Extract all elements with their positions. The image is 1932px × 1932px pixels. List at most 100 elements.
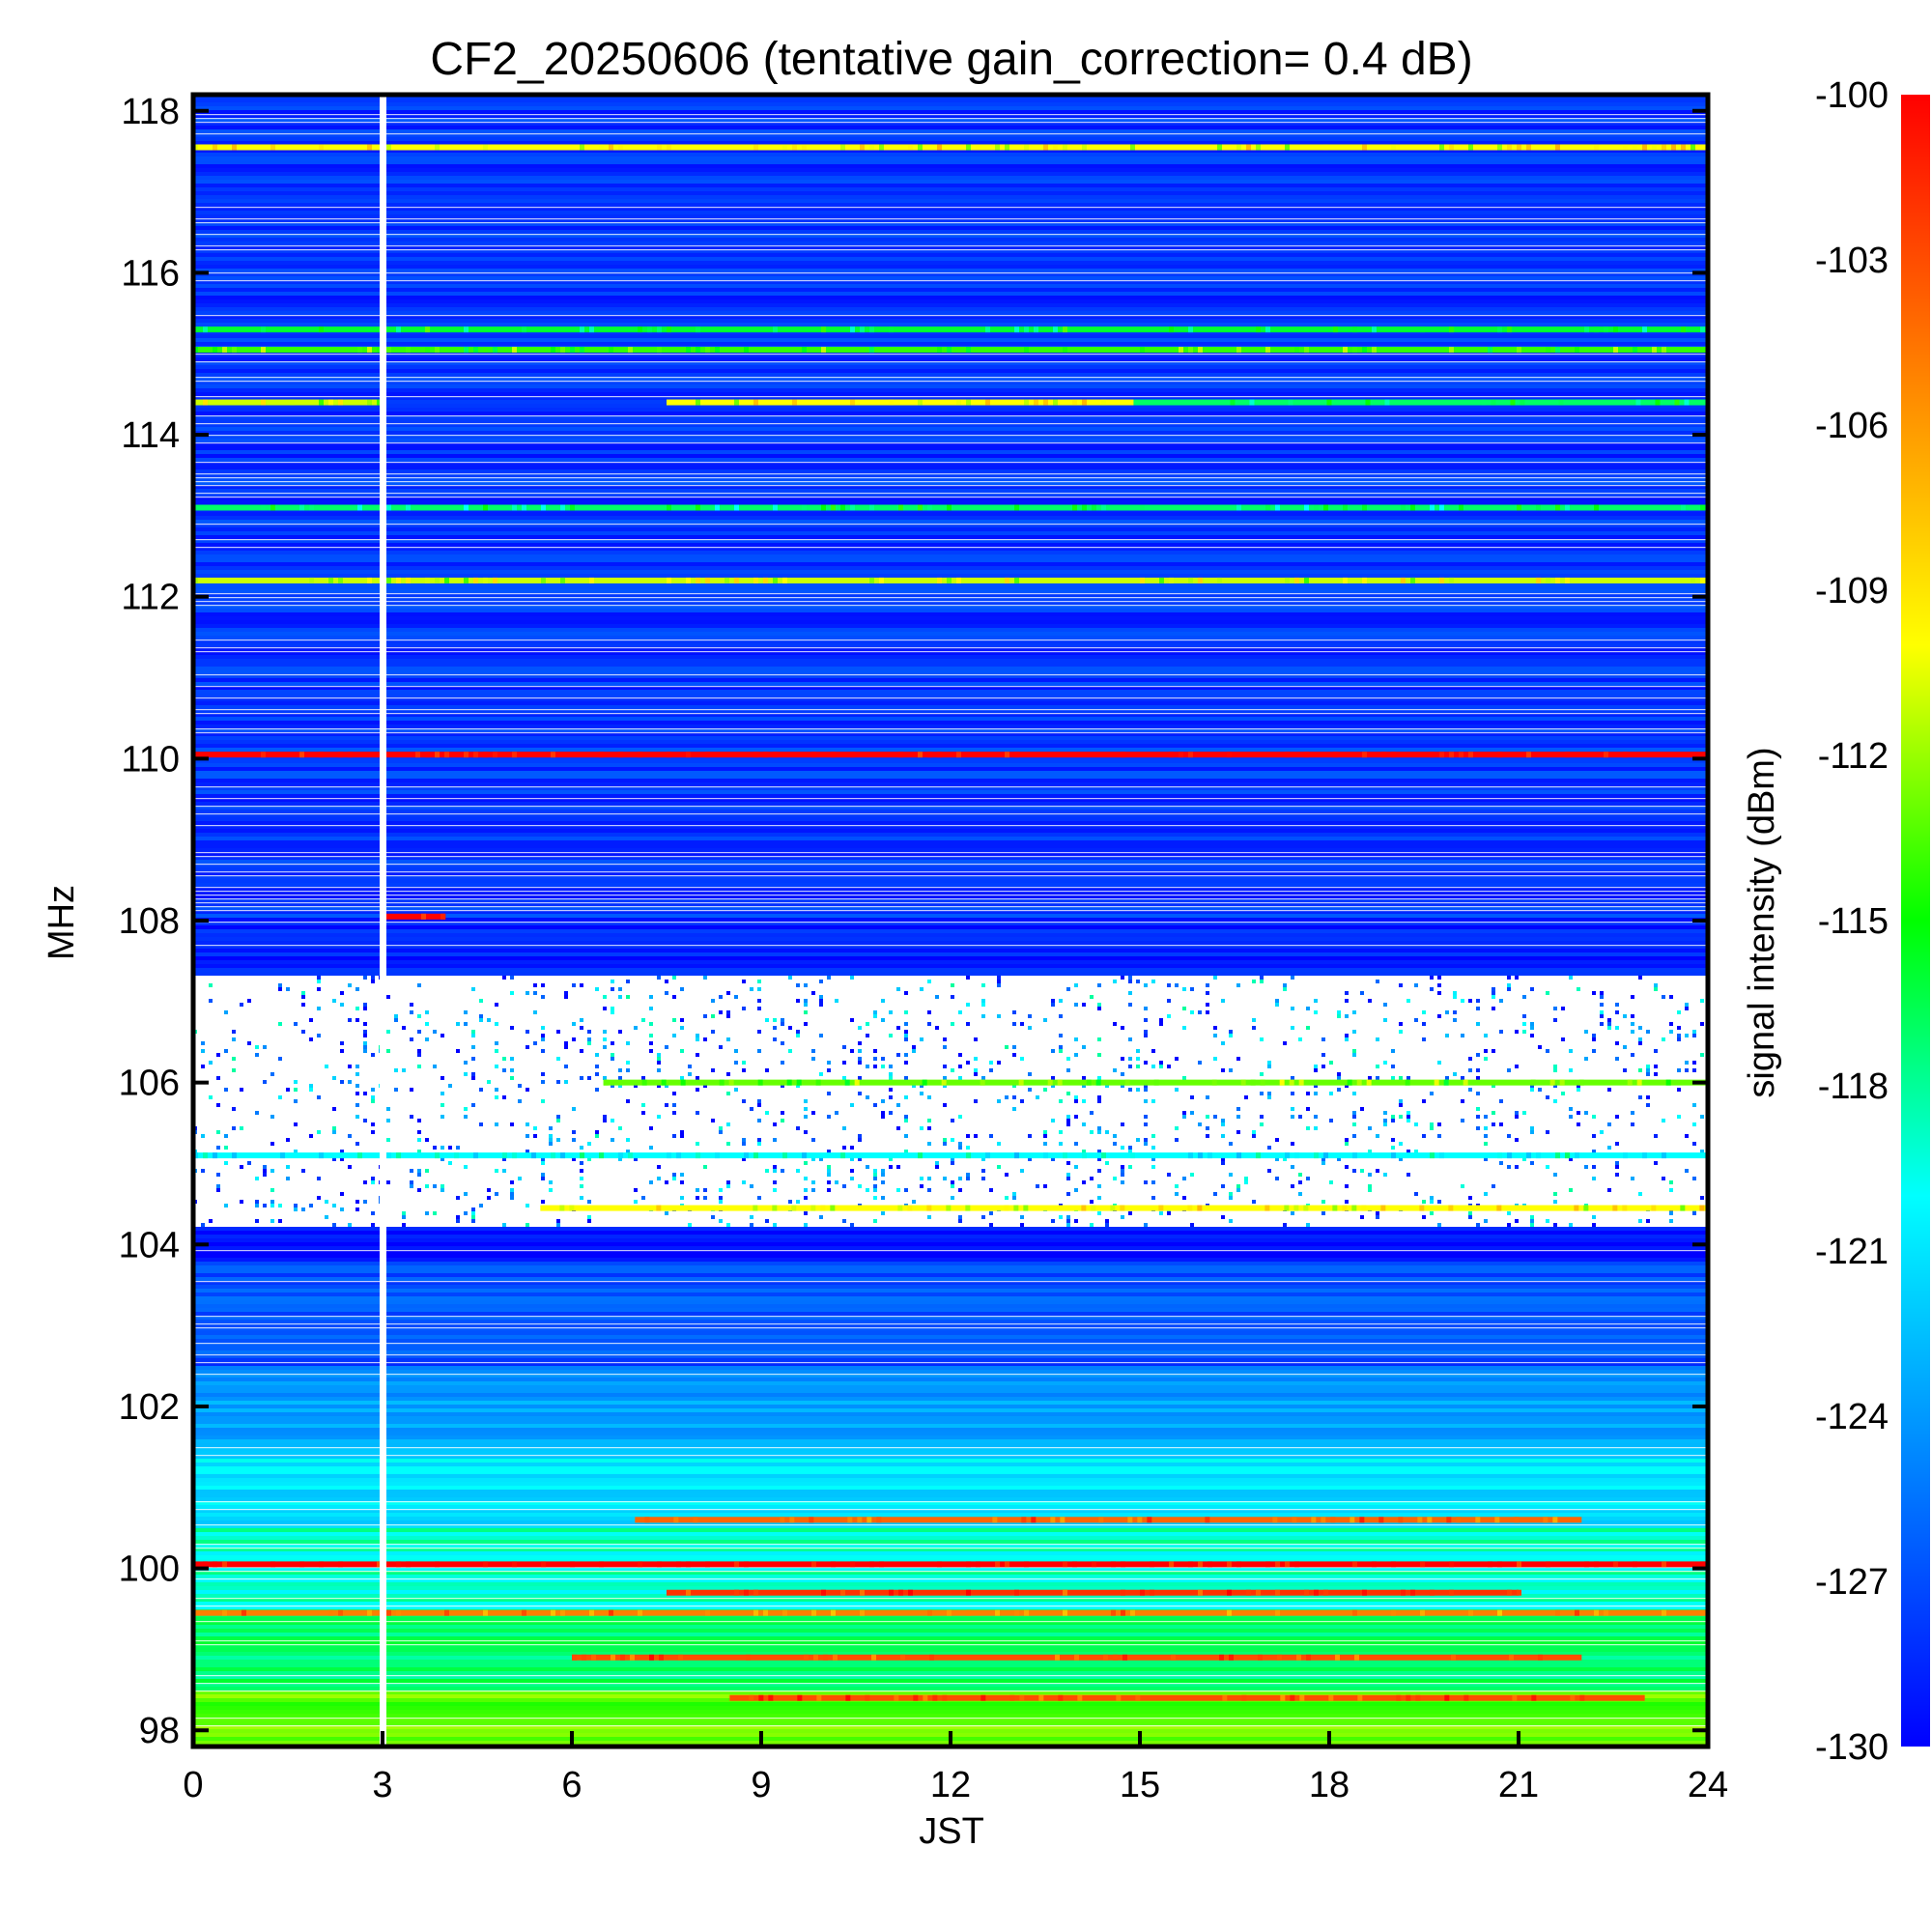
- heatmap-cell: [1298, 1115, 1302, 1119]
- heatmap-cell: [927, 1119, 931, 1122]
- heatmap-cell: [425, 1211, 429, 1215]
- heatmap-cell: [595, 1130, 599, 1134]
- heatmap-cell: [216, 1173, 220, 1177]
- station-line-segment: [1401, 504, 1406, 511]
- station-line-segment: [1362, 577, 1367, 583]
- heatmap-row: [193, 844, 1708, 848]
- heatmap-cell: [611, 1053, 614, 1057]
- heatmap-row: [193, 694, 1708, 697]
- heatmap-cell: [1700, 1022, 1704, 1026]
- heatmap-cell: [1198, 1010, 1202, 1014]
- heatmap-cell: [533, 983, 537, 987]
- heatmap-cell: [541, 983, 545, 987]
- heatmap-row: [193, 867, 1708, 871]
- heatmap-cell: [1654, 983, 1658, 987]
- heatmap-cell: [1298, 1173, 1302, 1177]
- heatmap-cell: [595, 1053, 599, 1057]
- heatmap-cell: [1352, 1049, 1356, 1053]
- heatmap-row-line: [193, 1718, 1708, 1719]
- heatmap-cell: [580, 1026, 583, 1030]
- heatmap-row: [193, 462, 1708, 466]
- station-line-segment: [1024, 327, 1029, 333]
- heatmap-cell: [1283, 1041, 1287, 1045]
- heatmap-cell: [332, 1130, 336, 1134]
- heatmap-cell: [1422, 1134, 1426, 1138]
- station-line-segment: [620, 1654, 625, 1661]
- heatmap-cell: [850, 976, 854, 980]
- heatmap-row: [193, 906, 1708, 910]
- station-line-segment: [1294, 1152, 1299, 1159]
- station-line-segment: [980, 1079, 985, 1086]
- heatmap-cell: [927, 1188, 931, 1192]
- heatmap-cell: [1082, 1045, 1086, 1049]
- heatmap-cell: [896, 987, 900, 991]
- heatmap-cell: [1646, 1219, 1650, 1223]
- heatmap-cell: [672, 976, 676, 980]
- heatmap-row: [193, 1671, 1708, 1675]
- station-line-segment: [580, 347, 584, 354]
- heatmap-cell: [355, 1115, 359, 1119]
- heatmap-cell: [1121, 1215, 1124, 1219]
- heatmap-cell: [773, 1188, 777, 1192]
- heatmap-cell: [1113, 1068, 1117, 1072]
- heatmap-cell: [402, 1211, 406, 1215]
- heatmap-cell: [1592, 1134, 1596, 1138]
- station-line-segment: [657, 327, 662, 333]
- heatmap-cell: [1406, 1150, 1410, 1153]
- heatmap-cell: [873, 1057, 877, 1061]
- heatmap-cell: [1213, 1034, 1217, 1037]
- heatmap-cell: [1074, 1165, 1078, 1169]
- heatmap-cell: [471, 1072, 475, 1076]
- heatmap-row: [193, 489, 1708, 493]
- heatmap-cell: [657, 1177, 661, 1180]
- station-line-segment: [1538, 1654, 1543, 1661]
- heatmap-cell: [641, 1111, 645, 1115]
- heatmap-cell: [1484, 1115, 1488, 1119]
- heatmap-row: [193, 280, 1708, 284]
- heatmap-cell: [1005, 1173, 1009, 1177]
- station-line-segment: [696, 1152, 700, 1159]
- heatmap-cell: [556, 1115, 560, 1119]
- heatmap-cell: [1437, 1223, 1441, 1227]
- heatmap-cell: [1507, 987, 1511, 991]
- heatmap-cell: [742, 1099, 746, 1103]
- heatmap-cell: [889, 1111, 893, 1115]
- station-line-segment: [918, 504, 923, 511]
- heatmap-cell: [355, 1200, 359, 1204]
- heatmap-cell: [402, 1223, 406, 1227]
- heatmap-row: [193, 1173, 1708, 1177]
- heatmap-cell: [1012, 1022, 1016, 1026]
- station-line-segment: [512, 504, 517, 511]
- heatmap-cell: [796, 1084, 800, 1088]
- station-line-segment: [676, 1561, 681, 1568]
- station-line-segment: [1101, 504, 1106, 511]
- station-line-segment: [1468, 1609, 1473, 1616]
- heatmap-cell: [1406, 1115, 1410, 1119]
- heatmap-cell: [286, 1088, 290, 1092]
- station-line-segment: [213, 144, 217, 151]
- heatmap-cell: [1206, 1126, 1209, 1130]
- station-line-segment: [541, 504, 546, 511]
- heatmap-cell: [1182, 1111, 1186, 1115]
- heatmap-cell: [1043, 1142, 1047, 1146]
- station-line-segment: [1024, 1561, 1029, 1568]
- station-line-segment: [599, 1561, 604, 1568]
- heatmap-cell: [1607, 1146, 1611, 1150]
- heatmap-cell: [1012, 1084, 1016, 1088]
- station-line-segment: [1072, 399, 1077, 406]
- heatmap-cell: [842, 1076, 846, 1080]
- heatmap-cell: [958, 1188, 962, 1192]
- heatmap-cell: [1236, 1115, 1240, 1119]
- station-line-segment: [435, 1561, 440, 1568]
- heatmap-cell: [858, 1041, 862, 1045]
- heatmap-cell: [951, 995, 954, 999]
- heatmap-cell: [1376, 1215, 1379, 1219]
- station-line-segment: [1275, 504, 1280, 511]
- station-line-segment: [768, 1694, 774, 1701]
- heatmap-cell: [672, 1173, 676, 1177]
- heatmap-cell: [1213, 1192, 1217, 1196]
- heatmap-cell: [904, 1134, 908, 1138]
- heatmap-cell: [703, 1037, 707, 1041]
- heatmap-cell: [1028, 1072, 1032, 1076]
